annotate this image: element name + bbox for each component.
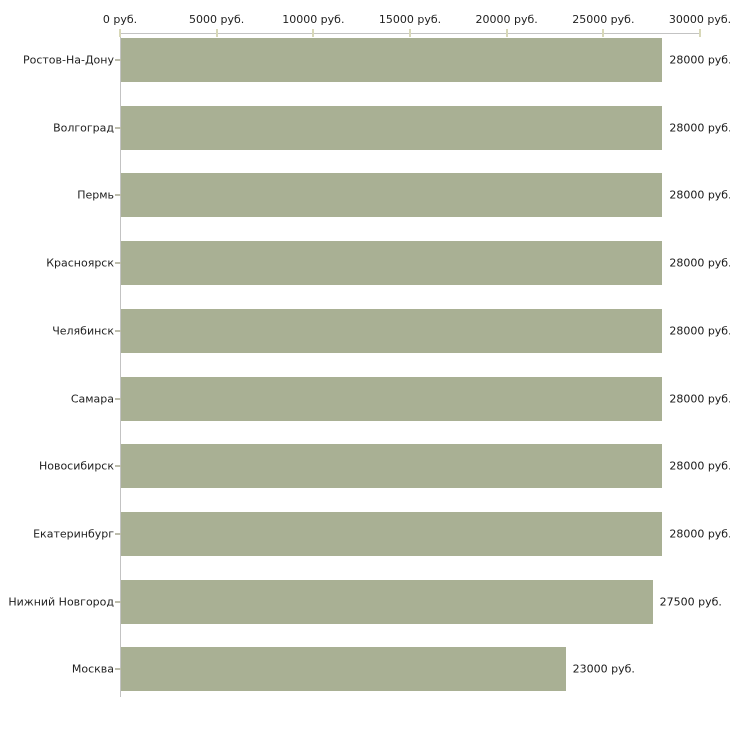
bar-value-label: 28000 руб.	[669, 256, 730, 270]
row-tick-mark	[115, 262, 122, 265]
bar	[121, 241, 663, 286]
bar-value-label: 28000 руб.	[669, 188, 730, 202]
row-tick-mark	[115, 532, 122, 535]
bar	[121, 647, 566, 692]
x-tick-label: 10000 руб.	[282, 13, 345, 26]
category-label: Самара	[70, 392, 114, 405]
bar-value-label: 23000 руб.	[572, 662, 635, 676]
x-tick-label: 0 руб.	[102, 13, 138, 26]
row-tick-mark	[115, 668, 122, 671]
row-tick-mark	[115, 59, 122, 61]
x-tick-label: 5000 руб.	[189, 13, 245, 26]
y-axis-line	[120, 33, 121, 697]
bar	[121, 38, 663, 82]
bar-value-label: 28000 руб.	[669, 121, 730, 135]
category-label: Новосибирск	[38, 459, 114, 473]
row-tick-mark	[115, 600, 122, 603]
category-label: Челябинск	[52, 324, 114, 338]
bar	[121, 105, 663, 150]
x-tick-label: 25000 руб.	[572, 13, 635, 26]
row-tick-mark	[115, 126, 122, 129]
category-label: Волгоград	[53, 121, 114, 135]
x-tick-label: 20000 руб.	[475, 13, 538, 26]
bar-value-label: 28000 руб.	[669, 527, 730, 541]
bar	[121, 173, 663, 218]
x-tick-mark	[505, 29, 508, 37]
x-tick-mark	[312, 29, 315, 37]
x-tick-mark	[215, 29, 218, 37]
bar	[121, 579, 653, 624]
row-tick-mark	[115, 397, 122, 400]
bar-value-label: 28000 руб.	[669, 53, 730, 67]
bar-value-label: 28000 руб.	[669, 324, 730, 338]
x-tick-mark	[699, 29, 701, 37]
category-label: Нижний Новгород	[8, 595, 114, 609]
x-tick-label: 15000 руб.	[378, 13, 442, 26]
row-tick-mark	[115, 194, 122, 197]
bar	[121, 376, 663, 421]
bar-value-label: 28000 руб.	[669, 392, 730, 405]
row-tick-mark	[115, 465, 122, 468]
category-label: Екатеринбург	[33, 527, 114, 541]
bar	[121, 444, 663, 489]
x-tick-mark	[409, 29, 411, 37]
row-tick-mark	[115, 329, 122, 332]
x-tick-mark	[602, 29, 605, 37]
x-tick-label: 30000 руб.	[668, 13, 730, 26]
bar-value-label: 27500 руб.	[659, 595, 722, 609]
x-tick-mark	[119, 29, 121, 37]
category-label: Красноярск	[46, 256, 114, 270]
bar-value-label: 28000 руб.	[669, 459, 730, 473]
category-label: Пермь	[77, 188, 114, 202]
bar	[121, 511, 663, 556]
bar	[121, 308, 663, 353]
category-label: Москва	[71, 662, 114, 676]
category-label: Ростов-На-Дону	[22, 53, 114, 67]
